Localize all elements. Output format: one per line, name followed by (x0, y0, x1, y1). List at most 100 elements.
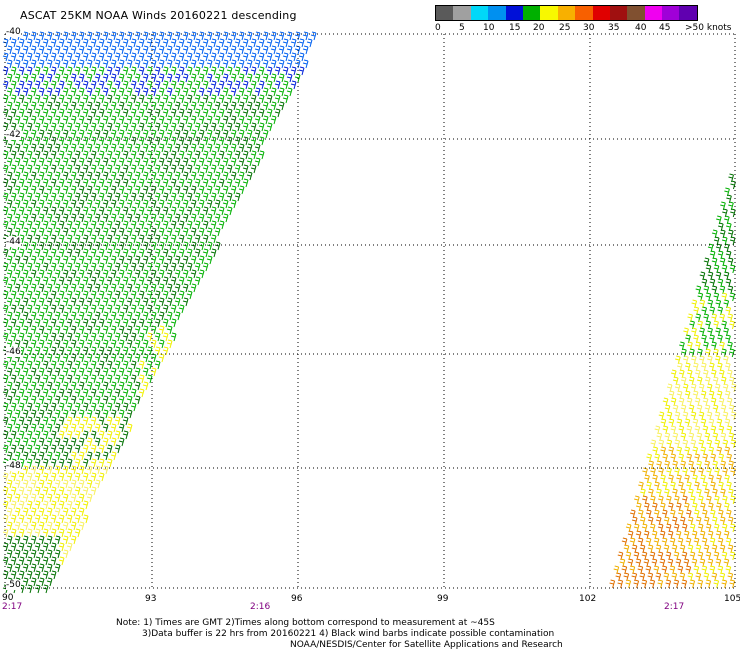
wind-barb (98, 430, 105, 440)
wind-barb (698, 439, 705, 449)
wind-barb (701, 509, 708, 519)
wind-barb (38, 241, 45, 251)
wind-barb (170, 136, 177, 146)
wind-barb (50, 444, 57, 454)
wind-barb (714, 467, 720, 477)
wind-barb (102, 367, 109, 377)
wind-barb (98, 388, 105, 398)
wind-barb (126, 31, 133, 41)
wind-barb (30, 227, 37, 237)
wind-barb (46, 241, 53, 251)
wind-barb (86, 325, 93, 335)
wind-barb (710, 425, 717, 435)
wind-barb (74, 486, 81, 496)
wind-barb (54, 227, 61, 237)
wind-barb (142, 269, 149, 279)
wind-barb (154, 66, 161, 76)
wind-barb (90, 458, 97, 468)
wind-barb (694, 369, 701, 379)
wind-barb (730, 383, 737, 393)
wind-barb (138, 346, 145, 356)
wind-barb (2, 80, 9, 90)
wind-barb (689, 523, 696, 533)
wind-barb (62, 129, 69, 139)
wind-barb (66, 38, 73, 48)
wind-barb (158, 297, 165, 307)
wind-barb (90, 472, 97, 482)
wind-barb (6, 73, 13, 83)
wind-barb (716, 418, 723, 428)
wind-barb (2, 332, 9, 342)
wind-barb (230, 185, 237, 195)
wind-barb (86, 213, 93, 223)
wind-barb (42, 220, 49, 230)
wind-barb (58, 136, 65, 146)
legend-label: 15 (509, 23, 521, 33)
wind-barb (14, 507, 21, 517)
wind-barb (198, 45, 205, 55)
wind-barb (34, 80, 41, 90)
wind-barb (635, 558, 642, 568)
wind-barb (66, 388, 73, 398)
wind-barb (74, 360, 81, 370)
wind-barb (54, 381, 61, 391)
wind-barb (58, 514, 65, 524)
wind-barb (54, 311, 61, 321)
wind-barb (130, 206, 137, 216)
wind-barb (106, 164, 113, 174)
wind-barb (202, 80, 209, 90)
wind-barb (170, 220, 177, 230)
wind-barb (282, 94, 289, 104)
wind-barb (621, 565, 628, 575)
lat-label: -44 (6, 237, 21, 247)
wind-barb (134, 325, 141, 335)
wind-barb (58, 486, 65, 496)
wind-barb (118, 157, 125, 167)
wind-barb (54, 479, 61, 489)
wind-barb (146, 94, 153, 104)
wind-barb (26, 150, 33, 160)
wind-barb (246, 73, 253, 83)
wind-barb (258, 38, 265, 48)
wind-barb (62, 227, 69, 237)
wind-barb (86, 479, 93, 489)
wind-barb (74, 290, 81, 300)
wind-barb (689, 348, 695, 358)
wind-barb (10, 122, 17, 132)
wind-barb (146, 150, 153, 160)
wind-barb (718, 425, 725, 435)
wind-barb (58, 66, 65, 76)
wind-barb (26, 304, 33, 314)
wind-barb (70, 325, 77, 335)
wind-barb (695, 285, 702, 295)
wind-barb (682, 439, 689, 449)
wind-barb (94, 325, 101, 335)
wind-barb (138, 234, 145, 244)
wind-barb (226, 164, 233, 174)
wind-barb (158, 129, 165, 139)
wind-barb (94, 423, 101, 433)
wind-barb (704, 488, 710, 498)
lat-label: -48 (6, 461, 21, 471)
wind-barb (711, 544, 718, 554)
wind-barb (162, 136, 169, 146)
wind-barb (82, 192, 89, 202)
wind-barb (649, 579, 656, 589)
wind-barb (278, 73, 285, 83)
wind-barb (635, 530, 642, 540)
wind-barb (230, 115, 237, 125)
wind-barb (692, 474, 698, 484)
wind-barb (70, 353, 77, 363)
wind-barb (78, 115, 85, 125)
wind-barb (621, 537, 628, 547)
wind-barb (210, 52, 217, 62)
wind-barb (102, 437, 109, 447)
wind-barb (126, 171, 133, 181)
wind-barb (82, 206, 89, 216)
wind-barb (78, 227, 85, 237)
wind-barb (691, 299, 698, 309)
legend-label: 25 (559, 23, 571, 33)
wind-barb (726, 369, 733, 379)
wind-barb (146, 38, 153, 48)
wind-barb (126, 59, 133, 69)
